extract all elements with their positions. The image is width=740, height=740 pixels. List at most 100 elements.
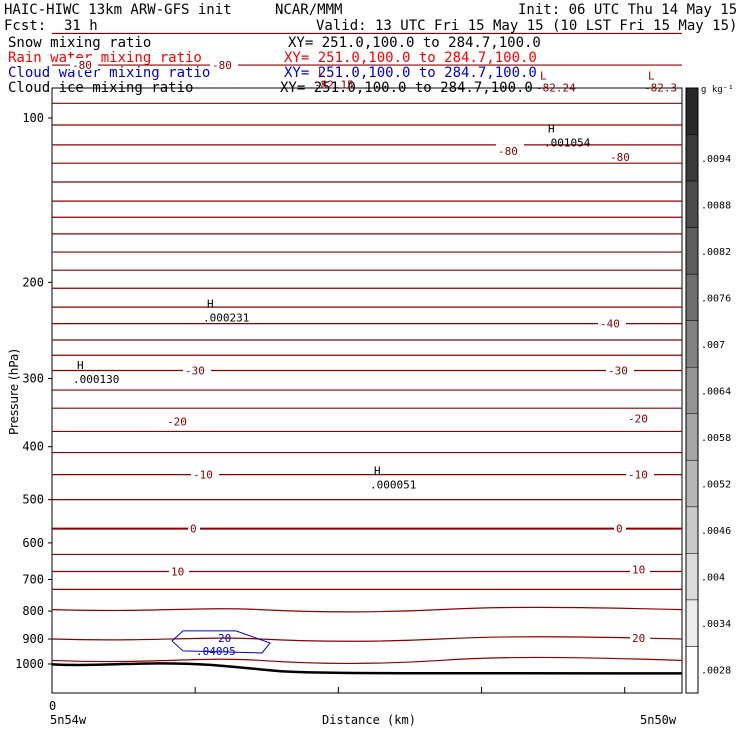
y-tick-label: 500 bbox=[22, 493, 44, 507]
colorbar-cell bbox=[685, 366, 699, 415]
contour-labels: -80 -80 -80 -80 -40 -30 -30 -20 -20 -10 -10 0 0 10 10 2… bbox=[70, 58, 654, 645]
extremum-value: -82.15 bbox=[314, 79, 354, 92]
isotherm-label: -80 bbox=[498, 145, 518, 158]
x-axis-ticks bbox=[51, 687, 626, 693]
isotherm-label-bg bbox=[630, 562, 650, 575]
model-title: HAIC-HIWC 13km ARW-GFS init bbox=[4, 2, 232, 18]
field-cloudwater-name: Cloud water mixing ratio bbox=[8, 65, 211, 81]
y-tick-label: 300 bbox=[22, 372, 44, 386]
extremum-mark: L bbox=[318, 67, 325, 80]
terrain-line bbox=[51, 662, 683, 675]
isotherm-lines bbox=[51, 32, 683, 665]
colorbar-tick-label: .0064 bbox=[701, 387, 731, 398]
extremum-value: -82.24 bbox=[536, 81, 576, 94]
isotherm-line bbox=[51, 636, 683, 642]
isotherm-label: -10 bbox=[193, 469, 213, 482]
colorbar-cell bbox=[685, 506, 699, 554]
extrema-marks: L-82.15L-82.24L-82.3H.001054H.000231H.00… bbox=[73, 67, 677, 492]
colorbar-frame bbox=[685, 87, 699, 694]
isotherm-label-bg bbox=[630, 631, 650, 644]
extremum-value: .000130 bbox=[73, 373, 119, 386]
isotherm-label-bg bbox=[626, 467, 654, 480]
colorbar-cell bbox=[685, 599, 699, 647]
isotherm-line bbox=[51, 656, 683, 665]
y-tick-label: 900 bbox=[22, 632, 44, 646]
isotherm-label: -20 bbox=[167, 416, 187, 429]
colorbar-cell bbox=[685, 553, 699, 601]
x-left-label: 5n54w bbox=[50, 713, 87, 727]
colorbar: .0094 .0088 .0082 .0076 .007 .0064 .0058 .0052.… bbox=[685, 85, 734, 694]
colorbar-tick-label: .0082 bbox=[701, 247, 731, 258]
isotherm-label-bg bbox=[598, 316, 626, 329]
x-axis-title: Distance (km) bbox=[322, 713, 416, 727]
extremum-value: .001054 bbox=[544, 137, 591, 150]
colorbar-cell bbox=[685, 87, 699, 135]
extremum-mark: L bbox=[648, 69, 655, 82]
isotherm-label: -30 bbox=[185, 364, 205, 377]
colorbar-tick-label: .0094 bbox=[701, 154, 731, 165]
colorbar-tick-label: .0046 bbox=[701, 526, 731, 537]
extremum-mark: H bbox=[207, 298, 214, 311]
extremum-value: -82.3 bbox=[644, 81, 677, 94]
extremum-mark: H bbox=[374, 464, 381, 477]
colorbar-cell bbox=[685, 320, 699, 368]
cloud-water-outline bbox=[171, 630, 271, 654]
extremum-mark: H bbox=[548, 123, 555, 136]
isotherm-label-bg bbox=[169, 564, 189, 577]
colorbar-cell bbox=[685, 227, 699, 275]
y-tick-label: 700 bbox=[22, 572, 44, 586]
isotherm-label-bg bbox=[210, 58, 238, 71]
isotherm-label: 20 bbox=[632, 632, 645, 645]
isotherm-label: -40 bbox=[600, 318, 620, 331]
fcst-label: Fcst: bbox=[4, 18, 47, 34]
colorbar-cell bbox=[685, 646, 699, 694]
cloud-water-value: .04095 bbox=[196, 645, 236, 658]
y-tick-label: 400 bbox=[22, 440, 44, 454]
isotherm-label-bg bbox=[608, 150, 636, 163]
isotherm-label: 10 bbox=[171, 566, 184, 579]
isotherm-label-bg bbox=[70, 58, 98, 71]
isotherm-label: 0 bbox=[616, 523, 623, 536]
colorbar-unit: g kg⁻¹ bbox=[701, 85, 734, 95]
field-snow-xy: XY= 251.0,100.0 to 284.7,100.0 bbox=[288, 35, 541, 51]
isotherm-label-bg bbox=[165, 414, 193, 427]
extremum-value: .000051 bbox=[370, 478, 416, 491]
isotherm-label-bg bbox=[626, 411, 654, 424]
isotherm-label-bg bbox=[188, 521, 200, 534]
colorbar-tick-label: .0088 bbox=[701, 200, 731, 211]
extremum-mark: L bbox=[540, 69, 547, 82]
colorbar-cell bbox=[685, 180, 699, 228]
colorbar-tick-label: .0058 bbox=[701, 433, 731, 444]
y-axis-ticks: 100 200 300 400 500 600 700 800 900 1000 bbox=[15, 111, 52, 671]
isotherm-label: 10 bbox=[632, 564, 645, 577]
isotherm-label-bg bbox=[614, 521, 626, 534]
y-tick-label: 200 bbox=[22, 275, 44, 289]
org-label: NCAR/MMM bbox=[275, 2, 343, 18]
isotherm-label: -80 bbox=[610, 151, 630, 164]
colorbar-tick-label: .0034 bbox=[701, 619, 731, 630]
y-tick-label: 100 bbox=[22, 111, 44, 125]
isotherm-label-bg bbox=[191, 467, 219, 480]
colorbar-tick-label: .0052 bbox=[701, 480, 731, 491]
valid-time: Valid: 13 UTC Fri 15 May 15 (10 LST Fri … bbox=[316, 18, 738, 34]
isotherm-label: 0 bbox=[190, 523, 197, 536]
colorbar-tick-label: .007 bbox=[701, 340, 725, 351]
isotherm-label: -80 bbox=[72, 59, 92, 72]
isotherm-label: -10 bbox=[628, 469, 648, 482]
isotherm-label-bg bbox=[496, 144, 524, 157]
colorbar-tick-label: .0076 bbox=[701, 293, 731, 304]
isotherm-label: -80 bbox=[212, 59, 232, 72]
init-time: Init: 06 UTC Thu 14 May 15 bbox=[518, 2, 738, 18]
isotherm-label-bg bbox=[606, 363, 634, 376]
y-tick-label: 800 bbox=[22, 604, 44, 618]
extremum-mark: H bbox=[77, 359, 84, 372]
isotherm-line bbox=[51, 606, 683, 613]
field-cloudwater-xy: XY= 251.0,100.0 to 284.7,100.0 bbox=[284, 65, 537, 81]
isotherm-label: -20 bbox=[628, 412, 648, 425]
y-tick-label: 600 bbox=[22, 536, 44, 550]
field-rain-xy: XY= 251.0,100.0 to 284.7,100.0 bbox=[284, 50, 537, 66]
field-snow-name: Snow mixing ratio bbox=[8, 35, 152, 51]
colorbar-tick-label: .004 bbox=[701, 573, 725, 584]
x-tick-label-0: 0 bbox=[49, 699, 56, 713]
